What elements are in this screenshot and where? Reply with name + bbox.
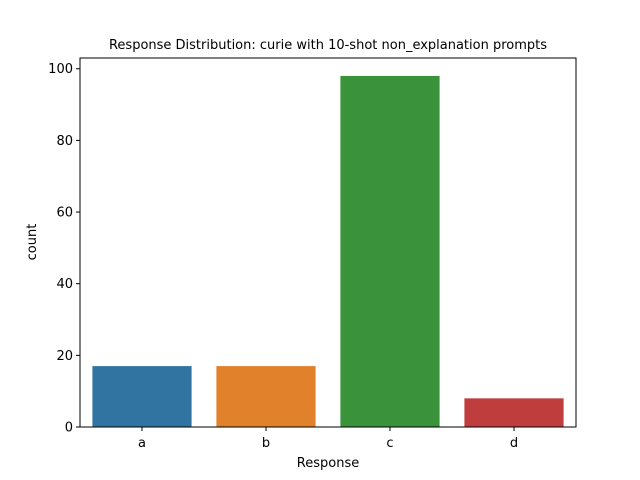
plot-area: 0 20 40 60 80 100 a b c d bbox=[48, 62, 564, 451]
x-tick-label: a bbox=[138, 436, 146, 451]
bar-d bbox=[464, 398, 564, 427]
bar-c bbox=[340, 75, 440, 427]
y-tick-label: 40 bbox=[56, 277, 73, 292]
plot-frame bbox=[79, 57, 577, 428]
bar-b bbox=[216, 366, 316, 427]
y-tick-label: 100 bbox=[48, 62, 73, 77]
chart-title: Response Distribution: curie with 10-sho… bbox=[109, 38, 547, 53]
x-axis-title: Response bbox=[297, 456, 359, 471]
y-axis-title: count bbox=[25, 224, 40, 261]
y-tick-label: 0 bbox=[65, 421, 73, 436]
y-tick-label: 80 bbox=[56, 134, 73, 149]
y-tick-label: 60 bbox=[56, 206, 73, 221]
bar-a bbox=[92, 366, 192, 427]
y-tick-label: 20 bbox=[56, 349, 73, 364]
x-tick-label: b bbox=[262, 436, 270, 451]
x-tick-label: c bbox=[386, 436, 393, 451]
x-tick-label: d bbox=[510, 436, 518, 451]
